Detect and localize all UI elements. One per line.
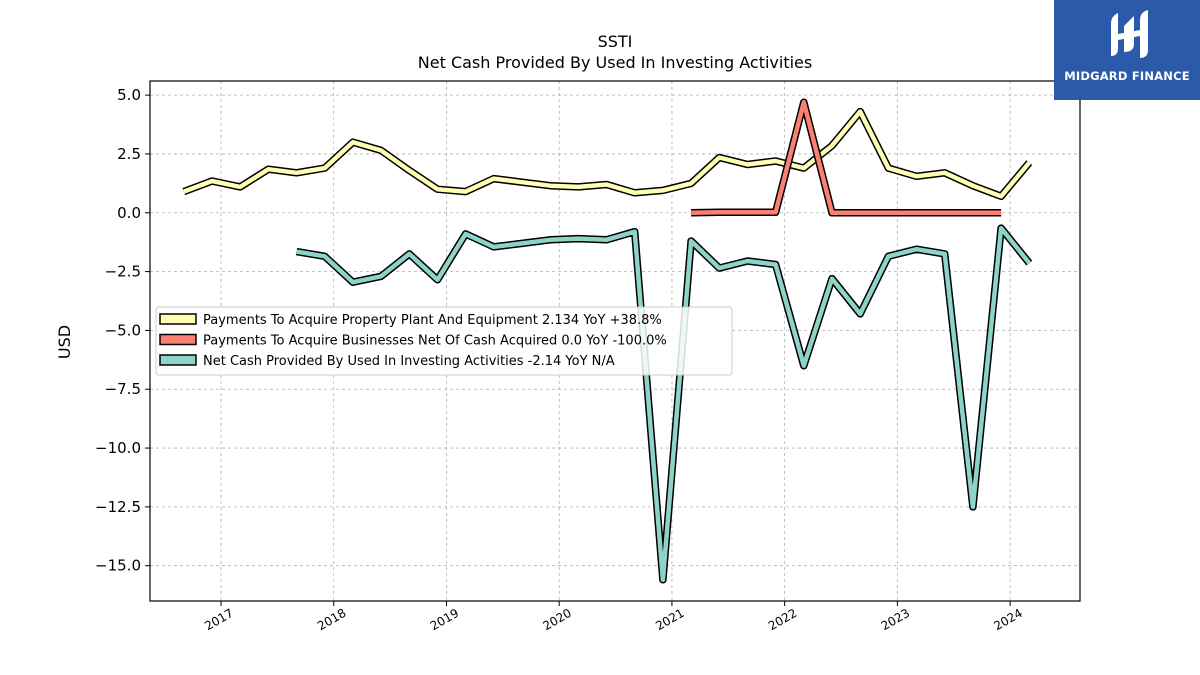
series-line [296,225,1032,583]
x-tick-label: 2017 [202,606,235,633]
legend-box [155,306,733,376]
brand-mark-icon [1111,10,1148,58]
y-tick-label: −7.5 [105,380,141,398]
legend-label: Payments To Acquire Businesses Net Of Ca… [203,334,667,349]
chart-title: SSTI [598,32,633,51]
y-axis-label: USD [55,325,74,359]
legend-swatch [159,333,197,346]
x-tick-label: 2020 [540,606,573,633]
y-tick-label: −12.5 [95,498,141,516]
plot-frame [149,80,1081,602]
series-line [691,99,1002,216]
y-tick-label: −2.5 [105,263,141,281]
x-tick-label: 2023 [879,606,912,633]
brand-logo: MIDGARD FINANCE [1054,0,1200,100]
x-tick-label: 2024 [991,606,1024,633]
legend-label: Net Cash Provided By Used In Investing A… [203,354,615,369]
y-tick-label: 5.0 [117,86,141,104]
series-2 [691,98,1002,217]
legend-swatch [159,313,197,325]
y-tick-label: −5.0 [105,321,141,339]
x-tick-label: 2019 [428,606,461,633]
series-lines [182,98,1033,584]
series-outline [295,224,1033,584]
brand-name: MIDGARD FINANCE [1064,69,1190,83]
series-outline [691,98,1002,217]
legend-swatch [159,354,197,366]
x-tick-label: 2018 [315,606,348,633]
series-1 [182,107,1033,201]
x-tick-label: 2022 [766,606,799,633]
series-3 [295,224,1033,584]
legend-label: Payments To Acquire Property Plant And E… [203,313,662,328]
series-line [183,109,1032,199]
y-tick-label: 0.0 [117,204,141,222]
y-tick-label: 2.5 [117,145,141,163]
y-tick-label: −10.0 [95,439,141,457]
x-tick-label: 2021 [653,606,686,633]
legend: Payments To Acquire Property Plant And E… [155,306,733,376]
chart-subtitle: Net Cash Provided By Used In Investing A… [418,53,812,72]
y-tick-label: −15.0 [95,557,141,575]
